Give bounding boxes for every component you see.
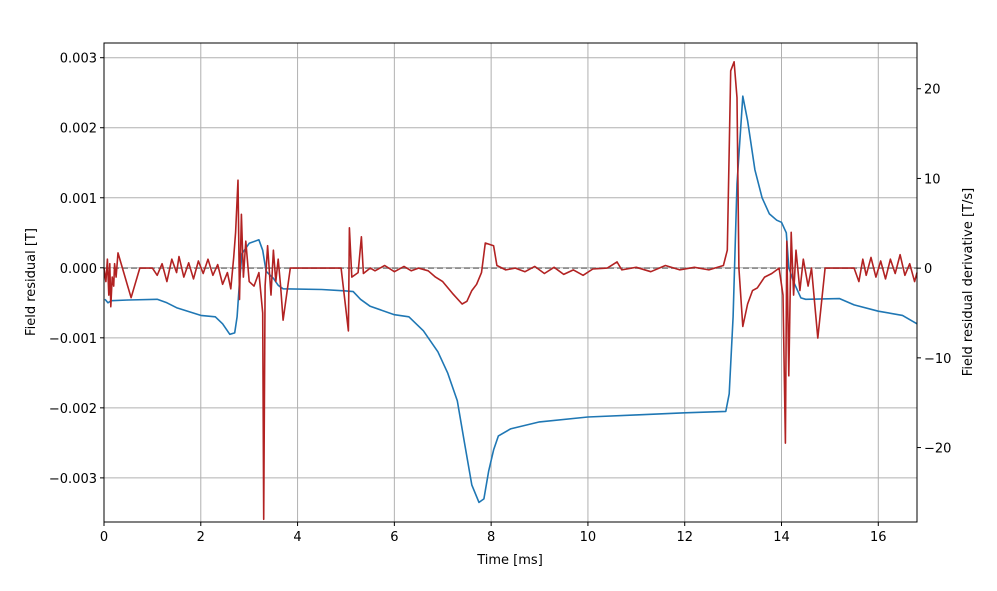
y-right-tick-label: 10: [924, 172, 941, 187]
x-tick-label: 14: [773, 530, 790, 545]
x-tick-label: 2: [197, 530, 205, 545]
y-left-tick-label: 0.003: [60, 52, 97, 67]
y-left-tick-label: −0.001: [49, 332, 97, 347]
axes-frame: [103, 42, 918, 523]
y-left-tick-label: 0.002: [60, 122, 97, 137]
x-tick-label: 10: [580, 530, 597, 545]
x-axis-label: Time [ms]: [476, 553, 543, 568]
y-left-tick-label: 0.000: [60, 262, 97, 277]
y-left-tick-label: 0.001: [60, 192, 97, 207]
series-field-residual-derivative-line: [103, 61, 918, 521]
y-right-tick-label: 20: [924, 83, 941, 98]
series-field-residual-line: [104, 95, 918, 504]
x-tick-label: 6: [390, 530, 398, 545]
x-tick-label: 4: [293, 530, 301, 545]
x-tick-label: 16: [870, 530, 887, 545]
ticks: 0 2 4 6 8 10 12 14 16 0.003 0.002 0.001 0.000 −0.001 −…: [49, 52, 952, 545]
y-axis-label-right: Field residual derivative [T/s]: [961, 188, 976, 376]
plot-area: [103, 61, 918, 521]
y-axis-label-left: Field residual [T]: [24, 228, 39, 336]
y-right-tick-label: 0: [924, 262, 932, 277]
y-left-tick-label: −0.003: [49, 472, 97, 487]
x-tick-label: 0: [100, 530, 108, 545]
y-left-tick-label: −0.002: [49, 402, 97, 417]
y-right-tick-label: −20: [924, 442, 951, 457]
y-right-tick-label: −10: [924, 352, 951, 367]
x-tick-label: 8: [487, 530, 495, 545]
x-tick-label: 12: [676, 530, 693, 545]
